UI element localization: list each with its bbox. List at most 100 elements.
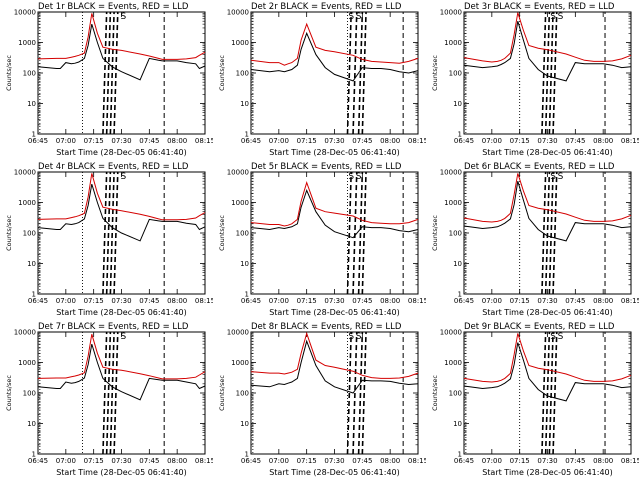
chart-svg: Det 6r BLACK = Events, RED = LLD Counts/s… xyxy=(431,162,639,317)
x-tick-label: 07:45 xyxy=(139,137,159,145)
y-tick-label: 10 xyxy=(453,420,462,428)
y-tick-label: 10 xyxy=(27,100,36,108)
y-tick-label: 1000 xyxy=(18,359,36,367)
series-line-events xyxy=(250,31,419,82)
x-tick-label: 08:00 xyxy=(593,297,613,305)
x-tick-label: 08:00 xyxy=(167,457,187,465)
series-line-events xyxy=(463,181,632,242)
detector-panel-6: Det 6r BLACK = Events, RED = LLD Counts/s… xyxy=(426,160,639,320)
x-tick-label: 07:15 xyxy=(84,137,104,145)
dashed-marker-line xyxy=(113,11,119,135)
chart-title: Det 5r BLACK = Events, RED = LLD xyxy=(251,162,402,172)
marker-annotation: S xyxy=(348,332,354,342)
chart-svg: Det 3r BLACK = Events, RED = LLD Counts/s… xyxy=(431,2,639,157)
series-line-events xyxy=(37,183,206,242)
y-tick-label: 1 xyxy=(245,291,249,299)
detector-panel-4: Det 4r BLACK = Events, RED = LLD Counts/s… xyxy=(0,160,213,320)
dashed-marker-line xyxy=(113,331,119,455)
x-tick-label: 07:45 xyxy=(352,457,372,465)
x-tick-label: 07:15 xyxy=(84,297,104,305)
chart-title: Det 1r BLACK = Events, RED = LLD xyxy=(38,2,189,12)
chart-title: Det 2r BLACK = Events, RED = LLD xyxy=(251,2,402,12)
detector-panel-7: Det 7r BLACK = Events, RED = LLD Counts/s… xyxy=(0,320,213,480)
x-tick-label: 07:15 xyxy=(297,457,317,465)
x-tick-label: 07:30 xyxy=(537,457,557,465)
plot-frame xyxy=(463,11,632,135)
marker-annotation: S xyxy=(558,332,564,342)
x-tick-label: 07:15 xyxy=(297,137,317,145)
x-tick-label: 07:00 xyxy=(56,457,76,465)
x-axis-label: Start Time (28-Dec-05 06:41:40) xyxy=(482,308,613,317)
dashed-marker-line xyxy=(361,171,367,295)
x-tick-label: 07:15 xyxy=(297,297,317,305)
y-tick-label: 10 xyxy=(27,420,36,428)
y-tick-label: 1000 xyxy=(231,39,249,47)
y-axis-label: Counts/sec xyxy=(431,55,439,91)
y-tick-label: 10 xyxy=(240,100,249,108)
marker-annotation: S xyxy=(550,172,556,182)
x-tick-label: 07:00 xyxy=(269,137,289,145)
y-axis-label: Counts/sec xyxy=(218,215,226,251)
y-tick-label: 100 xyxy=(236,70,249,78)
x-tick-label: 07:45 xyxy=(565,457,585,465)
x-tick-label: 07:30 xyxy=(111,137,131,145)
x-axis-label: Start Time (28-Dec-05 06:41:40) xyxy=(269,468,400,477)
x-tick-label: 07:45 xyxy=(139,297,159,305)
x-tick-label: 07:00 xyxy=(56,297,76,305)
x-tick-label: 07:15 xyxy=(510,297,530,305)
y-tick-label: 100 xyxy=(23,230,36,238)
x-tick-label: 06:45 xyxy=(454,457,474,465)
y-tick-label: 10000 xyxy=(227,329,249,337)
chart-svg: Det 4r BLACK = Events, RED = LLD Counts/s… xyxy=(5,162,213,317)
y-tick-label: 100 xyxy=(236,230,249,238)
series-line-events xyxy=(37,23,206,81)
series-line-events xyxy=(463,342,632,402)
marker-annotation: S xyxy=(550,332,556,342)
y-tick-label: 10 xyxy=(453,100,462,108)
marker-annotation: S xyxy=(558,12,564,22)
plot-frame xyxy=(463,331,632,455)
x-tick-label: 06:45 xyxy=(28,297,48,305)
dashed-marker-line xyxy=(352,171,358,295)
marker-annotation: S xyxy=(348,12,354,22)
x-tick-label: 07:00 xyxy=(482,137,502,145)
marker-annotation: S xyxy=(348,172,354,182)
series-line-lld xyxy=(463,333,632,383)
y-tick-label: 10000 xyxy=(440,9,462,17)
x-tick-label: 07:30 xyxy=(537,137,557,145)
x-tick-label: 06:45 xyxy=(28,457,48,465)
y-tick-label: 10 xyxy=(240,260,249,268)
marker-annotation: S xyxy=(356,12,362,22)
x-axis-label: Start Time (28-Dec-05 06:41:40) xyxy=(56,148,187,157)
x-tick-label: 08:15 xyxy=(195,297,213,305)
x-tick-label: 08:00 xyxy=(593,137,613,145)
series-line-lld xyxy=(463,12,632,63)
x-tick-label: 07:45 xyxy=(565,137,585,145)
y-axis-label: Counts/sec xyxy=(431,375,439,411)
y-tick-label: 1000 xyxy=(18,39,36,47)
y-tick-label: 10 xyxy=(27,260,36,268)
x-tick-label: 08:15 xyxy=(621,457,639,465)
detector-panel-3: Det 3r BLACK = Events, RED = LLD Counts/s… xyxy=(426,0,639,160)
x-tick-label: 07:45 xyxy=(352,137,372,145)
dashed-marker-line xyxy=(548,171,554,295)
marker-annotation: S xyxy=(550,12,556,22)
x-tick-label: 08:00 xyxy=(167,297,187,305)
dashed-marker-line xyxy=(541,171,547,295)
dashed-marker-line xyxy=(552,331,558,455)
marker-annotation: S xyxy=(120,172,126,182)
x-tick-label: 07:45 xyxy=(565,297,585,305)
chart-title: Det 7r BLACK = Events, RED = LLD xyxy=(38,322,189,332)
x-tick-label: 08:00 xyxy=(380,297,400,305)
y-tick-label: 10000 xyxy=(440,169,462,177)
dashed-marker-line xyxy=(346,11,352,135)
marker-annotation: S xyxy=(558,172,564,182)
chart-title: Det 4r BLACK = Events, RED = LLD xyxy=(38,162,189,172)
series-line-events xyxy=(250,188,419,239)
y-tick-label: 100 xyxy=(449,70,462,78)
y-axis-label: Counts/sec xyxy=(218,55,226,91)
dashed-marker-line xyxy=(357,171,364,295)
y-tick-label: 1000 xyxy=(231,199,249,207)
x-tick-label: 07:00 xyxy=(482,457,502,465)
x-tick-label: 08:15 xyxy=(408,137,426,145)
